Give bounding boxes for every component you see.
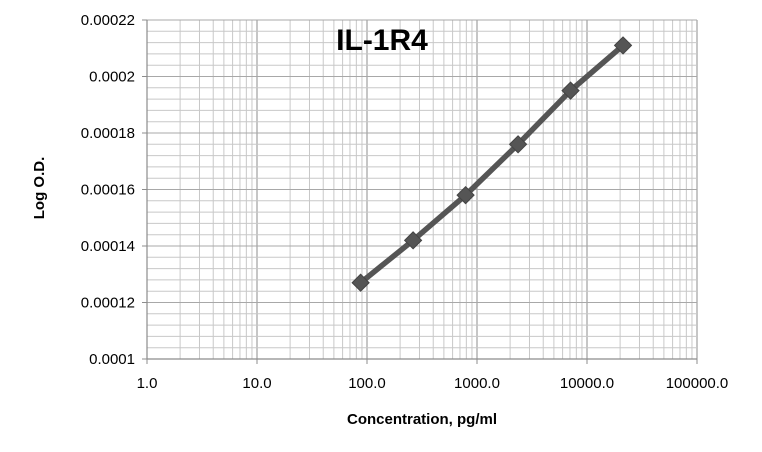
grid xyxy=(146,19,698,360)
y-tick-label: 0.0002 xyxy=(89,69,135,86)
x-tick-label: 10.0 xyxy=(242,375,271,392)
x-tick-label: 100000.0 xyxy=(666,375,729,392)
data-point-marker xyxy=(456,185,475,205)
chart-title: IL-1R4 xyxy=(336,24,428,57)
data-point-marker xyxy=(508,135,528,154)
y-tick-label: 0.00016 xyxy=(81,182,135,199)
data-point-marker xyxy=(561,81,580,100)
y-tick-label: 0.00012 xyxy=(81,295,135,312)
y-tick-label: 0.00022 xyxy=(81,12,135,29)
y-tick-label: 0.0001 xyxy=(89,351,135,368)
data-point-marker xyxy=(613,36,633,55)
data-point-marker xyxy=(351,273,370,292)
data-series xyxy=(351,36,633,292)
x-tick-label: 1000.0 xyxy=(454,375,500,392)
y-tick-label: 0.00018 xyxy=(81,125,135,142)
x-tick-label: 100.0 xyxy=(348,375,386,392)
data-point-marker xyxy=(403,231,423,250)
y-tick-label: 0.00014 xyxy=(81,238,135,255)
series-line xyxy=(357,42,626,286)
x-tick-label: 1.0 xyxy=(137,375,158,392)
tick-labels: 1.0 10.0 100.0 1000.0 10000.0 100000.0 0.0001 0… xyxy=(81,12,729,392)
axes xyxy=(142,19,698,364)
x-axis-title: Concentration, pg/ml xyxy=(347,411,497,428)
y-axis-title: Log O.D. xyxy=(31,157,48,220)
x-tick-label: 10000.0 xyxy=(560,375,614,392)
